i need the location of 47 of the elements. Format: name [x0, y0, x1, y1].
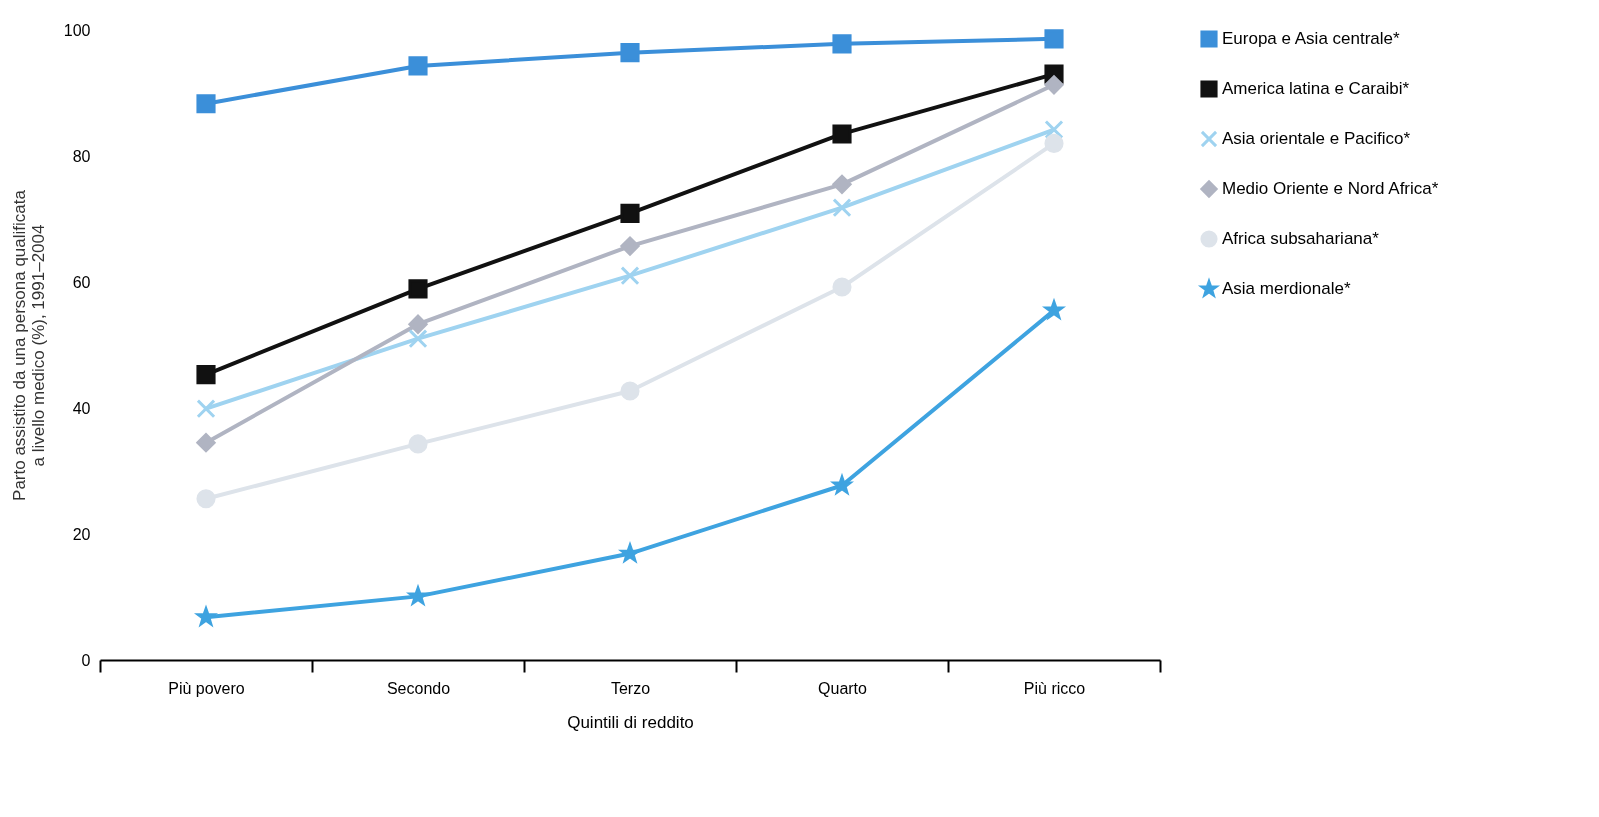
- x-axis-title: Quintili di reddito: [567, 712, 694, 732]
- y-tick-label: 40: [72, 399, 91, 417]
- point: [408, 56, 428, 76]
- point: [832, 34, 852, 54]
- point: [618, 541, 640, 564]
- point: [832, 174, 852, 194]
- x-tick-label: Secondo: [386, 679, 451, 697]
- point: [1044, 29, 1064, 49]
- point: [620, 381, 640, 401]
- point: [832, 198, 852, 218]
- legend-label: Medio Oriente e Nord Africa*: [1222, 179, 1439, 198]
- legend-label: America latina e Caraibi*: [1222, 79, 1410, 98]
- point: [832, 124, 852, 144]
- point: [1042, 298, 1066, 321]
- x-tick-label: Quarto: [818, 679, 868, 697]
- y-tick-label: 80: [72, 147, 91, 165]
- point: [196, 489, 216, 509]
- point: [830, 473, 854, 496]
- point: [196, 365, 216, 385]
- x-tick-label: Più povero: [168, 679, 245, 697]
- y-tick-label: 100: [63, 21, 91, 39]
- point: [196, 433, 216, 453]
- y-tick-label: 0: [81, 651, 91, 669]
- x-tick-label: Più ricco: [1023, 679, 1086, 697]
- point: [1044, 75, 1064, 95]
- point: [408, 279, 428, 299]
- point: [406, 584, 430, 607]
- point: [408, 434, 428, 454]
- y-tick-label: 60: [72, 273, 91, 291]
- y-axis-title: Parto assistito da una persona qualificata a livello medico (%), 1991–2004: [9, 189, 48, 501]
- point: [1044, 133, 1064, 153]
- point: [408, 329, 428, 349]
- point: [620, 203, 640, 223]
- x-tick-label: Terzo: [610, 679, 651, 697]
- legend-label: Asia merdionale*: [1222, 279, 1351, 298]
- legend-label: Asia orientale e Pacifico*: [1222, 129, 1411, 148]
- point: [408, 314, 428, 334]
- point: [1044, 119, 1064, 140]
- point: [620, 236, 640, 256]
- point: [620, 43, 640, 63]
- point: [196, 399, 216, 419]
- legend-label: Africa subsahariana*: [1222, 229, 1380, 248]
- point: [832, 277, 852, 297]
- point: [620, 266, 640, 286]
- legend-label: Europa e Asia centrale*: [1222, 29, 1401, 48]
- y-tick-label: 20: [72, 525, 91, 543]
- point: [196, 94, 216, 114]
